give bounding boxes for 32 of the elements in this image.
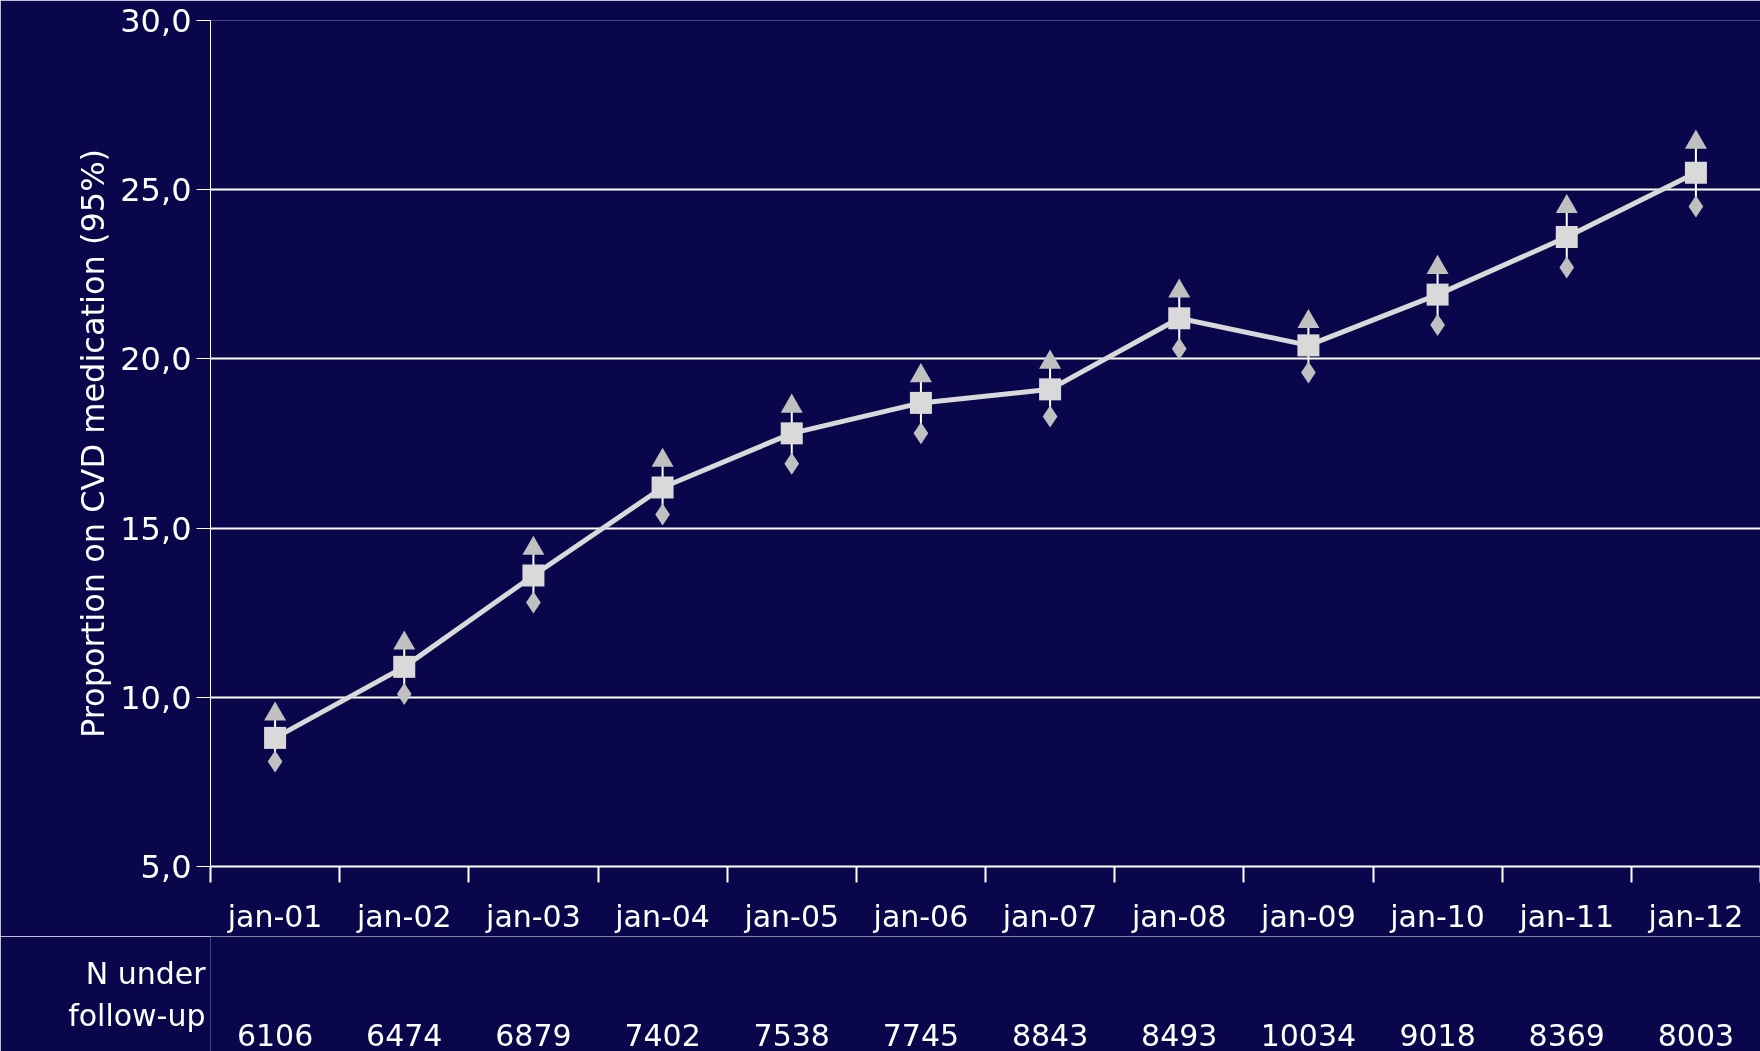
text: 6879 xyxy=(495,1017,572,1051)
text: 9018 xyxy=(1399,1017,1476,1051)
x-tick-label: jan-05 xyxy=(743,898,840,934)
x-tick-label: jan-03 xyxy=(485,898,581,934)
x-tick-label: jan-10 xyxy=(1389,898,1485,934)
text: N under follow-up xyxy=(68,955,207,1033)
text: 6106 xyxy=(236,1017,314,1051)
text: 8003 xyxy=(1657,1017,1735,1051)
y-axis-title: Proportion on CVD medication (95%) xyxy=(74,148,113,739)
x-tick-label: jan-07 xyxy=(1001,898,1098,934)
text: 8493 xyxy=(1141,1017,1218,1051)
x-tick-label: jan-09 xyxy=(1260,898,1356,934)
y-tick-label: 20,0 xyxy=(120,340,192,379)
text: 7745 xyxy=(882,1017,960,1051)
y-tick-label: 5,0 xyxy=(140,848,192,886)
x-tick-label: jan-08 xyxy=(1130,898,1227,934)
y-tick-label: 10,0 xyxy=(120,678,192,717)
text: 7538 xyxy=(753,1017,830,1051)
text: 7402 xyxy=(624,1017,701,1051)
x-tick-label: jan-12 xyxy=(1647,898,1744,934)
x-tick-label: jan-01 xyxy=(226,898,323,934)
x-tick-label: jan-11 xyxy=(1518,898,1615,934)
y-tick-label: 25,0 xyxy=(120,171,192,210)
x-tick-label: jan-06 xyxy=(872,898,969,934)
y-tick-label: 15,0 xyxy=(120,509,192,548)
text: 6474 xyxy=(366,1017,443,1051)
text: 8369 xyxy=(1528,1017,1605,1051)
x-tick-label: jan-02 xyxy=(355,898,452,934)
y-tick-label: 30,0 xyxy=(120,2,192,40)
text: 8843 xyxy=(1011,1017,1089,1051)
text: 10034 xyxy=(1260,1017,1357,1051)
x-tick-label: jan-04 xyxy=(614,898,710,934)
